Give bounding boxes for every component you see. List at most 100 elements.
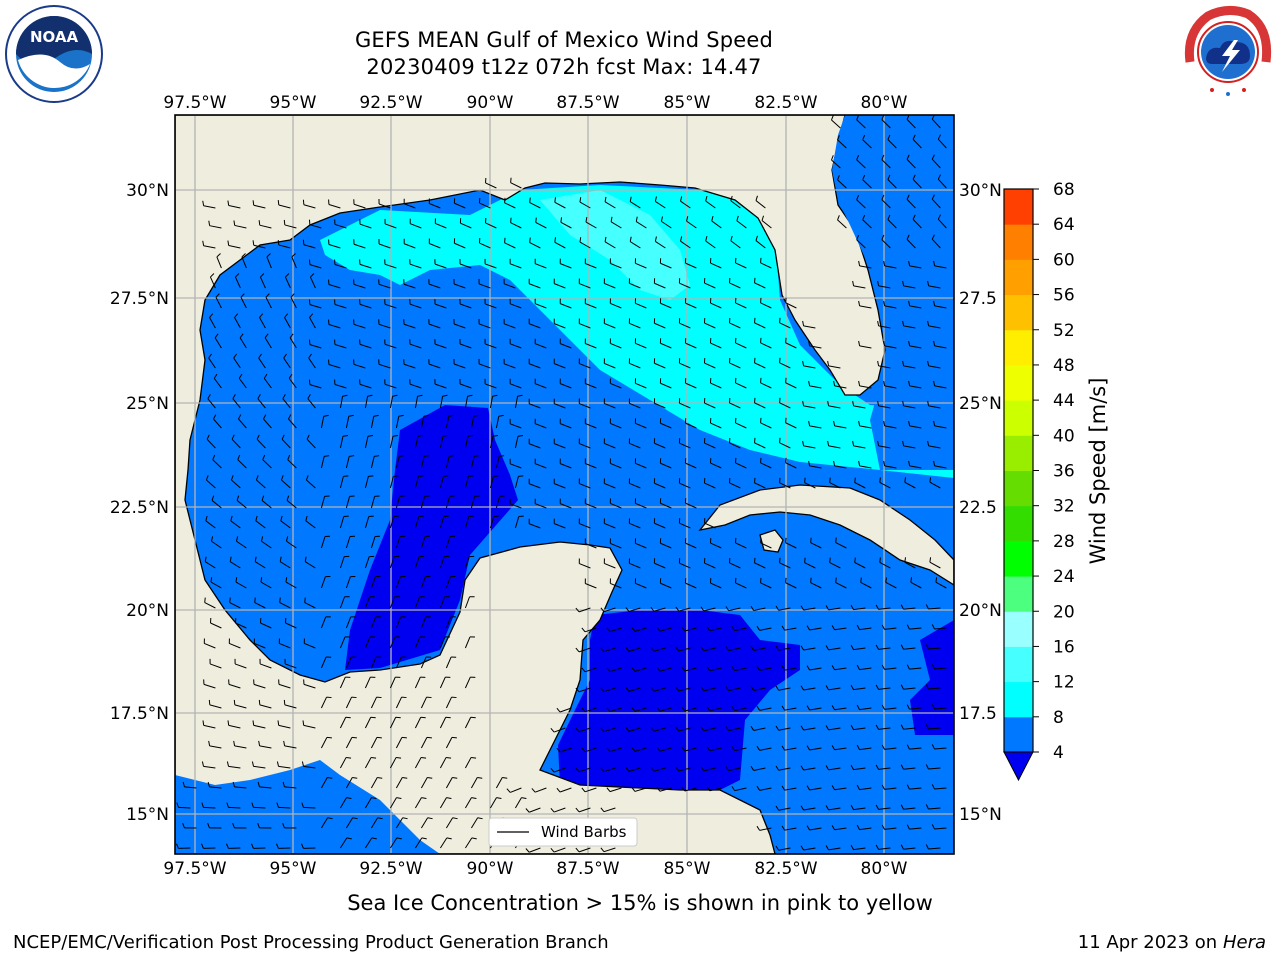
- wind-barb: [535, 217, 547, 229]
- wind-barb: [230, 475, 241, 489]
- wind-barb: [514, 475, 524, 489]
- wind-barb: [756, 825, 772, 831]
- wind-barb: [785, 577, 797, 589]
- wind-barb: [877, 360, 891, 369]
- wind-barb: [900, 724, 916, 730]
- lon-tick-bottom-2: 92.5°W: [359, 859, 422, 879]
- wind-barb: [806, 825, 822, 831]
- wind-barb: [908, 340, 922, 349]
- wind-barb: [534, 418, 547, 429]
- wind-barb: [495, 455, 505, 469]
- wind-barb: [453, 279, 466, 289]
- wind-barb: [856, 115, 866, 129]
- wind-barb: [284, 617, 297, 629]
- wind-barb: [684, 378, 697, 389]
- wind-barb: [470, 414, 479, 429]
- wind-barb: [775, 765, 791, 771]
- wind-barb: [259, 658, 272, 669]
- wind-barb: [634, 538, 647, 549]
- land-isle-of-youth: [759, 529, 784, 553]
- wind-barb: [339, 515, 349, 529]
- wind-barb: [414, 716, 426, 729]
- wind-barb: [510, 177, 522, 189]
- wind-barb: [625, 647, 641, 652]
- wind-barb: [420, 535, 431, 549]
- wind-barb: [883, 300, 897, 309]
- wind-barb: [933, 460, 947, 469]
- wind-barb: [835, 537, 847, 549]
- wind-barb: [659, 538, 672, 549]
- wind-barb: [320, 495, 330, 509]
- wind-barb: [259, 313, 266, 329]
- wind-barb: [232, 781, 247, 789]
- wind-barb: [731, 626, 747, 632]
- wind-barb: [252, 240, 266, 249]
- wind-barb: [232, 822, 247, 829]
- wind-barb: [308, 353, 316, 369]
- wind-barb: [464, 837, 477, 849]
- wind-barb: [806, 785, 822, 791]
- wind-barb: [800, 645, 816, 651]
- wind-barb: [554, 237, 566, 249]
- wind-barb: [320, 736, 332, 749]
- wind-barb: [684, 298, 697, 309]
- wind-barb: [735, 537, 747, 549]
- wind-barb: [279, 556, 291, 569]
- wind-barb: [420, 656, 432, 669]
- wind-barb: [856, 664, 872, 671]
- wind-barb: [302, 239, 316, 249]
- wind-barb: [254, 556, 266, 569]
- wind-barb: [858, 380, 872, 389]
- wind-barb: [925, 684, 941, 690]
- lat-tick-right-4: 20°N: [959, 601, 1002, 621]
- wind-barb: [730, 235, 741, 249]
- wind-barb: [234, 617, 247, 629]
- footer-date: 11 Apr 2023 on Hera: [1078, 932, 1266, 953]
- wind-barb: [478, 278, 491, 289]
- wind-barb: [207, 822, 222, 829]
- wind-barb: [213, 373, 222, 389]
- wind-barb: [445, 777, 458, 789]
- wind-barb: [503, 278, 516, 289]
- wind-barb: [856, 624, 872, 631]
- wind-barb: [509, 418, 522, 429]
- wind-barb: [808, 420, 822, 429]
- wind-barb: [339, 596, 350, 609]
- wind-barb: [439, 475, 449, 489]
- wind-barb: [656, 746, 672, 752]
- wind-barb: [604, 196, 616, 209]
- wind-barb: [439, 756, 452, 769]
- wind-barb: [359, 379, 372, 389]
- wind-barb: [266, 253, 272, 269]
- wind-barb: [881, 704, 897, 710]
- wind-barb: [201, 843, 216, 849]
- sea-ice-note: Sea Ice Concentration > 15% is shown in …: [347, 891, 933, 915]
- wind-barb: [755, 235, 766, 249]
- wind-barb: [906, 234, 916, 249]
- wind-barb: [439, 797, 452, 809]
- wind-barb: [202, 200, 216, 209]
- wind-barb: [906, 784, 922, 790]
- wind-barb: [364, 435, 373, 449]
- wind-barb: [345, 817, 358, 829]
- wind-barb: [259, 273, 266, 289]
- wind-barb: [781, 665, 797, 671]
- wind-barb: [575, 767, 591, 773]
- wind-barb: [656, 786, 672, 792]
- wind-barb: [370, 656, 382, 669]
- wind-barb: [578, 558, 591, 569]
- wind-barb: [709, 578, 722, 589]
- wind-barb: [529, 237, 541, 249]
- wind-barb: [900, 764, 916, 770]
- wind-barb: [912, 214, 922, 229]
- wind-barb: [603, 438, 616, 449]
- colorbar-tick-label-16: 68: [1053, 180, 1075, 200]
- wind-barb: [550, 807, 566, 813]
- wind-barb: [700, 606, 716, 612]
- wind-barb: [729, 437, 741, 449]
- wind-barb: [287, 454, 297, 469]
- wind-barb: [204, 597, 216, 609]
- wind-barb: [470, 777, 483, 789]
- wind-barb: [265, 293, 272, 309]
- wind-barb: [804, 477, 816, 489]
